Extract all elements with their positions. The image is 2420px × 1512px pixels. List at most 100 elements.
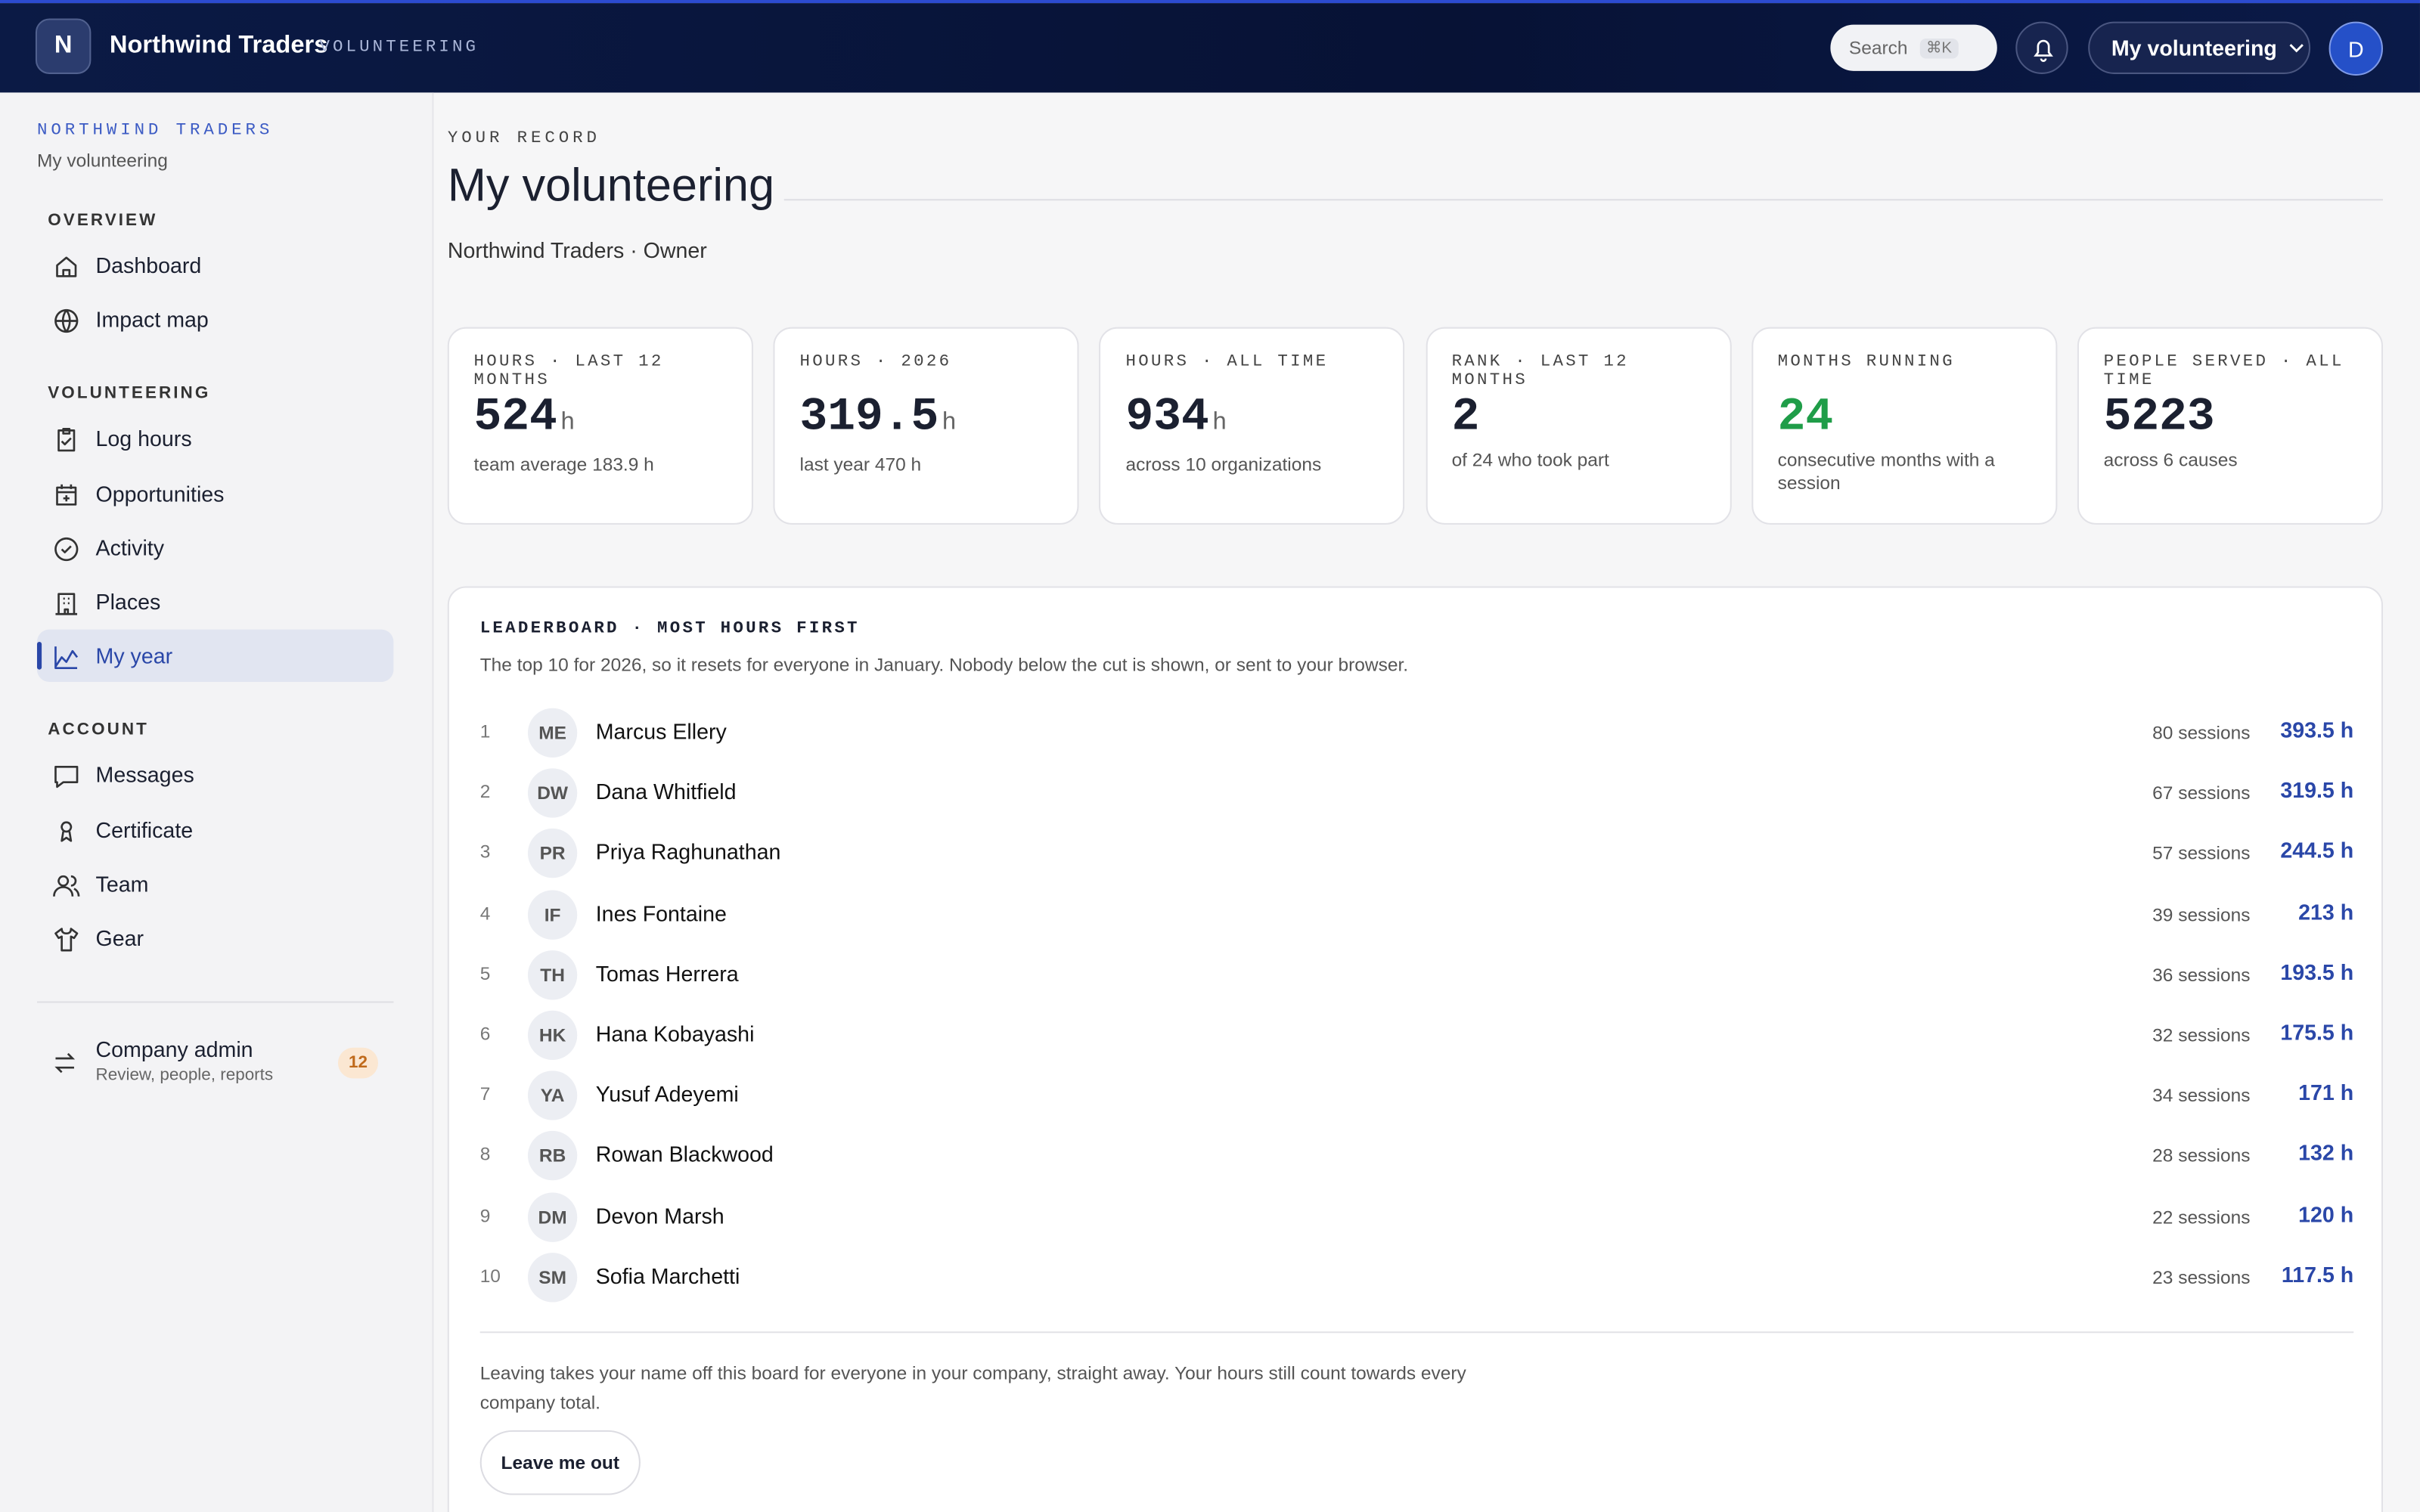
nav-item[interactable]: Impact map <box>37 293 393 345</box>
initials: YA <box>527 1070 578 1121</box>
nav-label: Log hours <box>95 426 192 451</box>
hours: 213 h <box>2298 898 2354 924</box>
initials: ME <box>527 708 578 758</box>
sessions: 34 sessions <box>2152 1085 2251 1107</box>
nav-icon <box>60 820 73 841</box>
hours: 171 h <box>2298 1080 2354 1105</box>
name: Priya Raghunathan <box>595 839 781 865</box>
nav-icon <box>54 537 79 561</box>
avatar[interactable]: D <box>2328 21 2383 76</box>
nav-item[interactable]: Messages <box>37 749 393 801</box>
initials: SM <box>527 1252 578 1303</box>
stat-value-wrap: 524 h <box>474 393 728 447</box>
nav-item[interactable]: Dashboard <box>37 239 393 291</box>
hours: 319.5 h <box>2280 777 2354 803</box>
sessions: 39 sessions <box>2152 903 2251 925</box>
notifications[interactable] <box>2015 21 2068 74</box>
footer-note: Leaving takes your name off this board f… <box>479 1362 1466 1414</box>
admin-sub: Review, people, reports <box>95 1066 274 1085</box>
nav-icon <box>54 646 79 670</box>
initials: DM <box>527 1191 578 1242</box>
hours: 244.5 h <box>2280 838 2354 863</box>
nav-item[interactable]: Team <box>37 857 393 909</box>
nav-label: Activity <box>95 534 165 560</box>
stat-value-wrap: 24 <box>1778 393 2031 442</box>
stat-label: RANK · LAST 12 MONTHS <box>1451 353 1629 391</box>
divider <box>479 1331 2354 1334</box>
nav-label: Opportunities <box>95 480 225 506</box>
name: Ines Fontaine <box>595 900 727 925</box>
name: Hana Kobayashi <box>595 1021 755 1046</box>
org-name: NORTHWIND TRADERS <box>36 122 274 141</box>
hours: 393.5 h <box>2280 717 2354 742</box>
nav-item[interactable]: Gear <box>37 912 393 964</box>
nav-icon <box>56 256 77 277</box>
stat-card: PEOPLE SERVED · ALL TIME 5223 across 6 cau… <box>2077 327 2383 525</box>
leave-button[interactable]: Leave me out <box>479 1430 641 1495</box>
top-bar: N Northwind Traders VOLUNTEERING Search ⌘… <box>0 0 2420 93</box>
admin-link[interactable]: Company admin Review, people, reports 12 <box>37 1032 378 1094</box>
brand: Northwind Traders <box>109 32 328 59</box>
leaderboard-row: 5 TH Tomas Herrera 36 sessions 193.5 h <box>479 947 2354 1002</box>
stat-value: 5223 <box>2103 392 2215 445</box>
stat-unit: h <box>1212 408 1227 437</box>
nav-icon <box>54 766 79 789</box>
hours: 193.5 h <box>2280 959 2354 984</box>
sessions: 22 sessions <box>2152 1206 2251 1228</box>
context-menu[interactable]: My volunteering <box>2088 21 2311 74</box>
stat-note: across 6 causes <box>2103 448 2238 471</box>
name: Dana Whitfield <box>595 779 737 804</box>
eyebrow: YOUR RECORD <box>447 129 600 148</box>
sidebar: NORTHWIND TRADERS My volunteering Compan… <box>0 92 434 1512</box>
stat-value-wrap: 319.5 h <box>800 393 1053 447</box>
nav-item[interactable]: Certificate <box>37 803 393 855</box>
initials: PR <box>527 829 578 879</box>
search[interactable]: Search ⌘K <box>1830 24 1997 71</box>
stat-note: consecutive months with a session <box>1777 448 1995 494</box>
badge: 12 <box>337 1047 378 1079</box>
swap-icon <box>54 1052 76 1074</box>
leaderboard-row: 4 IF Ines Fontaine 39 sessions 213 h <box>480 887 2354 942</box>
page-subtitle: Northwind Traders · Owner <box>447 237 707 262</box>
stat-value: 934 <box>1125 392 1209 445</box>
nav-icon <box>54 928 79 952</box>
nav-icon <box>54 309 79 333</box>
nav-item[interactable]: Activity <box>37 521 393 573</box>
nav-icon <box>53 875 80 897</box>
nav-item[interactable]: Places <box>37 575 393 627</box>
sessions: 32 sessions <box>2152 1024 2251 1046</box>
stat-value: 524 <box>473 392 557 445</box>
stat-card: HOURS · 2026 319.5 h last year 470 h <box>773 327 1079 525</box>
section-title: VOLUNTEERING <box>48 384 211 404</box>
initials: DW <box>527 768 578 819</box>
leaderboard-title: LEADERBOARD · MOST HOURS FIRST <box>479 620 860 639</box>
name: Sofia Marchetti <box>595 1263 740 1288</box>
nav-item[interactable]: Log hours <box>37 413 393 465</box>
sessions: 36 sessions <box>2152 964 2251 986</box>
leaderboard-row: 7 YA Yusuf Adeyemi 34 sessions 171 h <box>480 1068 2354 1123</box>
nav-label: Certificate <box>95 816 194 842</box>
nav-label: Messages <box>95 762 194 788</box>
nav-item[interactable]: My year <box>36 630 394 683</box>
logo[interactable]: N <box>35 18 92 74</box>
shortcut: ⌘K <box>1919 37 1959 58</box>
nav-label: Impact map <box>95 307 209 333</box>
stat-note: last year 470 h <box>799 453 922 476</box>
stat-note: of 24 who took part <box>1451 448 1609 471</box>
stat-value-wrap: 2 <box>1452 393 1705 442</box>
initials: RB <box>527 1131 578 1182</box>
stat-unit: h <box>560 408 576 437</box>
initials: TH <box>527 950 578 1000</box>
leaderboard-row: 3 PR Priya Raghunathan 57 sessions 244.5 h <box>480 826 2354 881</box>
stat-note: team average 183.9 h <box>473 453 654 476</box>
hours: 132 h <box>2298 1140 2354 1166</box>
nav-label: Places <box>95 589 161 615</box>
nav-icon <box>57 428 76 453</box>
nav-icon <box>56 483 77 505</box>
bell-icon <box>2034 39 2053 62</box>
rank: 5 <box>479 962 491 984</box>
menu-label: My volunteering <box>2111 35 2277 60</box>
nav-item[interactable]: Opportunities <box>37 467 393 519</box>
stat-label: HOURS · 2026 <box>799 353 952 372</box>
